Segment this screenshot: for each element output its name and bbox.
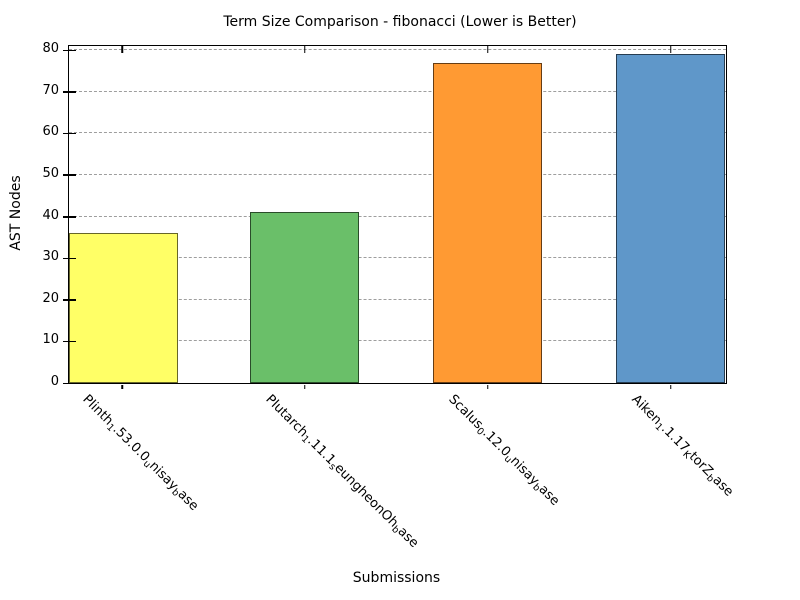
y-tick-mark <box>63 49 76 52</box>
x-tick-bottom-mark <box>304 384 306 389</box>
x-tick-top-mark <box>487 46 489 53</box>
y-tick-label: 30 <box>42 249 59 265</box>
grid-line <box>69 49 726 51</box>
y-tick-label: 40 <box>42 207 59 223</box>
x-tick-top-mark <box>304 46 306 53</box>
y-tick-label: 80 <box>42 41 59 57</box>
x-category-label: Plinth1.53.0.0unisaybase <box>78 392 202 515</box>
y-tick-mark <box>63 257 76 260</box>
plot-area <box>63 45 727 389</box>
x-tick-bottom-mark <box>121 384 123 389</box>
bar <box>69 233 179 383</box>
x-category-label: Scalus0.12.0unisaybase <box>444 392 562 510</box>
grid-line <box>69 257 726 259</box>
y-tick-label: 0 <box>50 374 59 389</box>
grid-line <box>69 298 726 300</box>
grid-line <box>69 90 726 92</box>
bar <box>433 62 543 383</box>
x-tick-bottom-mark <box>670 384 672 389</box>
label-text: eungheonOh <box>331 460 401 531</box>
x-tick-top-mark <box>121 46 123 53</box>
grid-line <box>69 215 726 217</box>
y-tick-label: 10 <box>42 332 59 348</box>
y-tick-label: 70 <box>42 82 59 98</box>
y-tick-label: 50 <box>42 165 59 181</box>
x-tick-bottom-mark <box>487 384 489 389</box>
grid-line <box>69 173 726 175</box>
bar <box>616 54 726 383</box>
bar <box>250 212 360 383</box>
y-tick-mark <box>63 132 76 135</box>
grid-line <box>69 340 726 342</box>
x-category-label: Aiken1.1.17KtorZbase <box>627 392 736 501</box>
y-tick-mark <box>63 382 76 384</box>
grid-line <box>69 132 726 134</box>
x-category-label: Plutarch1.11.1seungheonOhbase <box>261 392 421 552</box>
y-tick-mark <box>63 299 76 301</box>
x-tick-top-mark <box>670 46 672 53</box>
label-text: Plutarch <box>262 392 311 441</box>
y-tick-label: 20 <box>42 290 59 306</box>
y-tick-mark <box>63 174 76 176</box>
y-tick-mark <box>63 340 76 343</box>
y-tick-mark <box>63 91 76 93</box>
x-axis-label: Submissions <box>352 570 441 586</box>
y-tick-mark <box>63 216 76 218</box>
y-tick-label: 60 <box>42 124 59 140</box>
chart-title: Term Size Comparison - fibonacci (Lower … <box>223 14 577 30</box>
